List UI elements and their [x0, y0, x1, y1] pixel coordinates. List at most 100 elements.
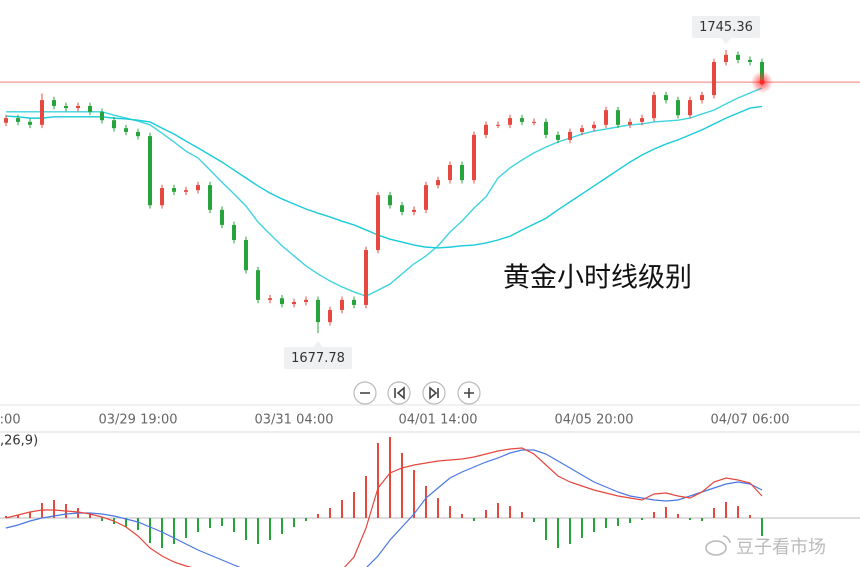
macd-bar [665, 507, 667, 518]
macd-bar [593, 518, 595, 532]
candle-body [592, 124, 596, 129]
zoom-in-button[interactable] [457, 381, 481, 405]
macd-bar [533, 518, 535, 522]
candle-body [652, 95, 656, 119]
macd-bar [293, 518, 295, 527]
flag-box [692, 16, 760, 39]
macd-bar [437, 498, 439, 518]
candle-body [640, 118, 644, 122]
macd-bar [569, 518, 571, 544]
candle-body [160, 188, 164, 206]
candle-body [388, 195, 392, 206]
macd-bar [245, 518, 247, 540]
macd-bar [89, 513, 91, 518]
macd-label: ,26,9) [0, 434, 38, 449]
macd-bar [545, 518, 547, 540]
last-price-dot [759, 79, 765, 85]
candle-body [376, 195, 380, 251]
candle-body [676, 100, 680, 116]
macd-bar [161, 518, 163, 548]
watermark-icon [705, 535, 731, 556]
rewind-button[interactable] [387, 381, 411, 405]
candle-body [448, 165, 452, 181]
candle-body [556, 134, 560, 140]
macd-bar [521, 512, 523, 518]
watermark: 豆子看市场 [736, 537, 826, 558]
candle-body [568, 131, 572, 140]
macd-bar [341, 500, 343, 518]
macd-bar [221, 518, 223, 526]
candle-body [580, 128, 584, 132]
candle-body [340, 299, 344, 310]
candle-body [520, 118, 524, 122]
macd-bar [137, 518, 139, 530]
candle-body [208, 185, 212, 210]
macd-bar [617, 518, 619, 526]
macd-bar [209, 518, 211, 528]
candle-body [196, 185, 200, 191]
macd-bar [305, 518, 307, 521]
candle-body [220, 209, 224, 225]
macd-bar [653, 512, 655, 518]
macd-bar [401, 453, 403, 518]
forward-button[interactable] [422, 381, 446, 405]
macd-bar [605, 518, 607, 528]
candle-body [124, 128, 128, 132]
macd-bar [677, 514, 679, 518]
candle-body [16, 118, 20, 122]
macd-bar [317, 514, 319, 518]
macd-bar [581, 518, 583, 538]
x-tick-label: 04/05 20:00 [554, 413, 633, 428]
x-tick-label: 03/31 04:00 [254, 413, 333, 428]
candle-body [748, 59, 752, 62]
candle-body [424, 185, 428, 210]
candle-body [628, 121, 632, 125]
candle-body [460, 165, 464, 181]
macd-bar [461, 514, 463, 518]
candle-body [100, 111, 104, 121]
macd-bar [329, 508, 331, 518]
candle-body [400, 205, 404, 212]
candle-body [472, 134, 476, 181]
macd-bar [641, 518, 643, 520]
macd-bar [473, 518, 475, 521]
annotation: 黄金小时线级别 [503, 263, 692, 294]
candle-body [76, 105, 80, 109]
candle-body [724, 54, 728, 62]
candle-body [256, 270, 260, 300]
macd-bar [101, 518, 103, 521]
macd-bar [389, 437, 391, 518]
candle-body [604, 110, 608, 125]
macd-bar [713, 508, 715, 518]
candle-body [292, 301, 296, 305]
macd-bar [413, 470, 415, 518]
macd-bar [725, 502, 727, 518]
candle-body [112, 120, 116, 129]
flag-label: 1745.36 [699, 20, 753, 35]
macd-bar [197, 518, 199, 532]
flag-box [284, 347, 352, 370]
macd-bar [701, 518, 703, 521]
zoom-out-button[interactable] [353, 381, 377, 405]
macd-bar [377, 443, 379, 518]
macd-bar [149, 518, 151, 543]
macd-bar [485, 510, 487, 518]
candle-body [436, 180, 440, 186]
macd-dif-line [5, 447, 763, 567]
macd-bar [749, 515, 751, 518]
candle-body [508, 118, 512, 125]
macd-dea-line [5, 449, 763, 567]
macd-bar [449, 506, 451, 518]
price-flag: 1745.36 [692, 16, 760, 45]
macd-bar [5, 516, 7, 518]
macd-bar [269, 518, 271, 540]
x-tick-label: 0:00 [0, 413, 21, 428]
candle-body [316, 299, 320, 323]
macd-bar [233, 518, 235, 532]
x-tick-label: 04/07 06:00 [710, 413, 789, 428]
candle-body [736, 54, 740, 60]
macd-bar [497, 503, 499, 518]
candle-body [484, 124, 488, 135]
candle-body [52, 100, 56, 106]
candle-body [688, 100, 692, 116]
